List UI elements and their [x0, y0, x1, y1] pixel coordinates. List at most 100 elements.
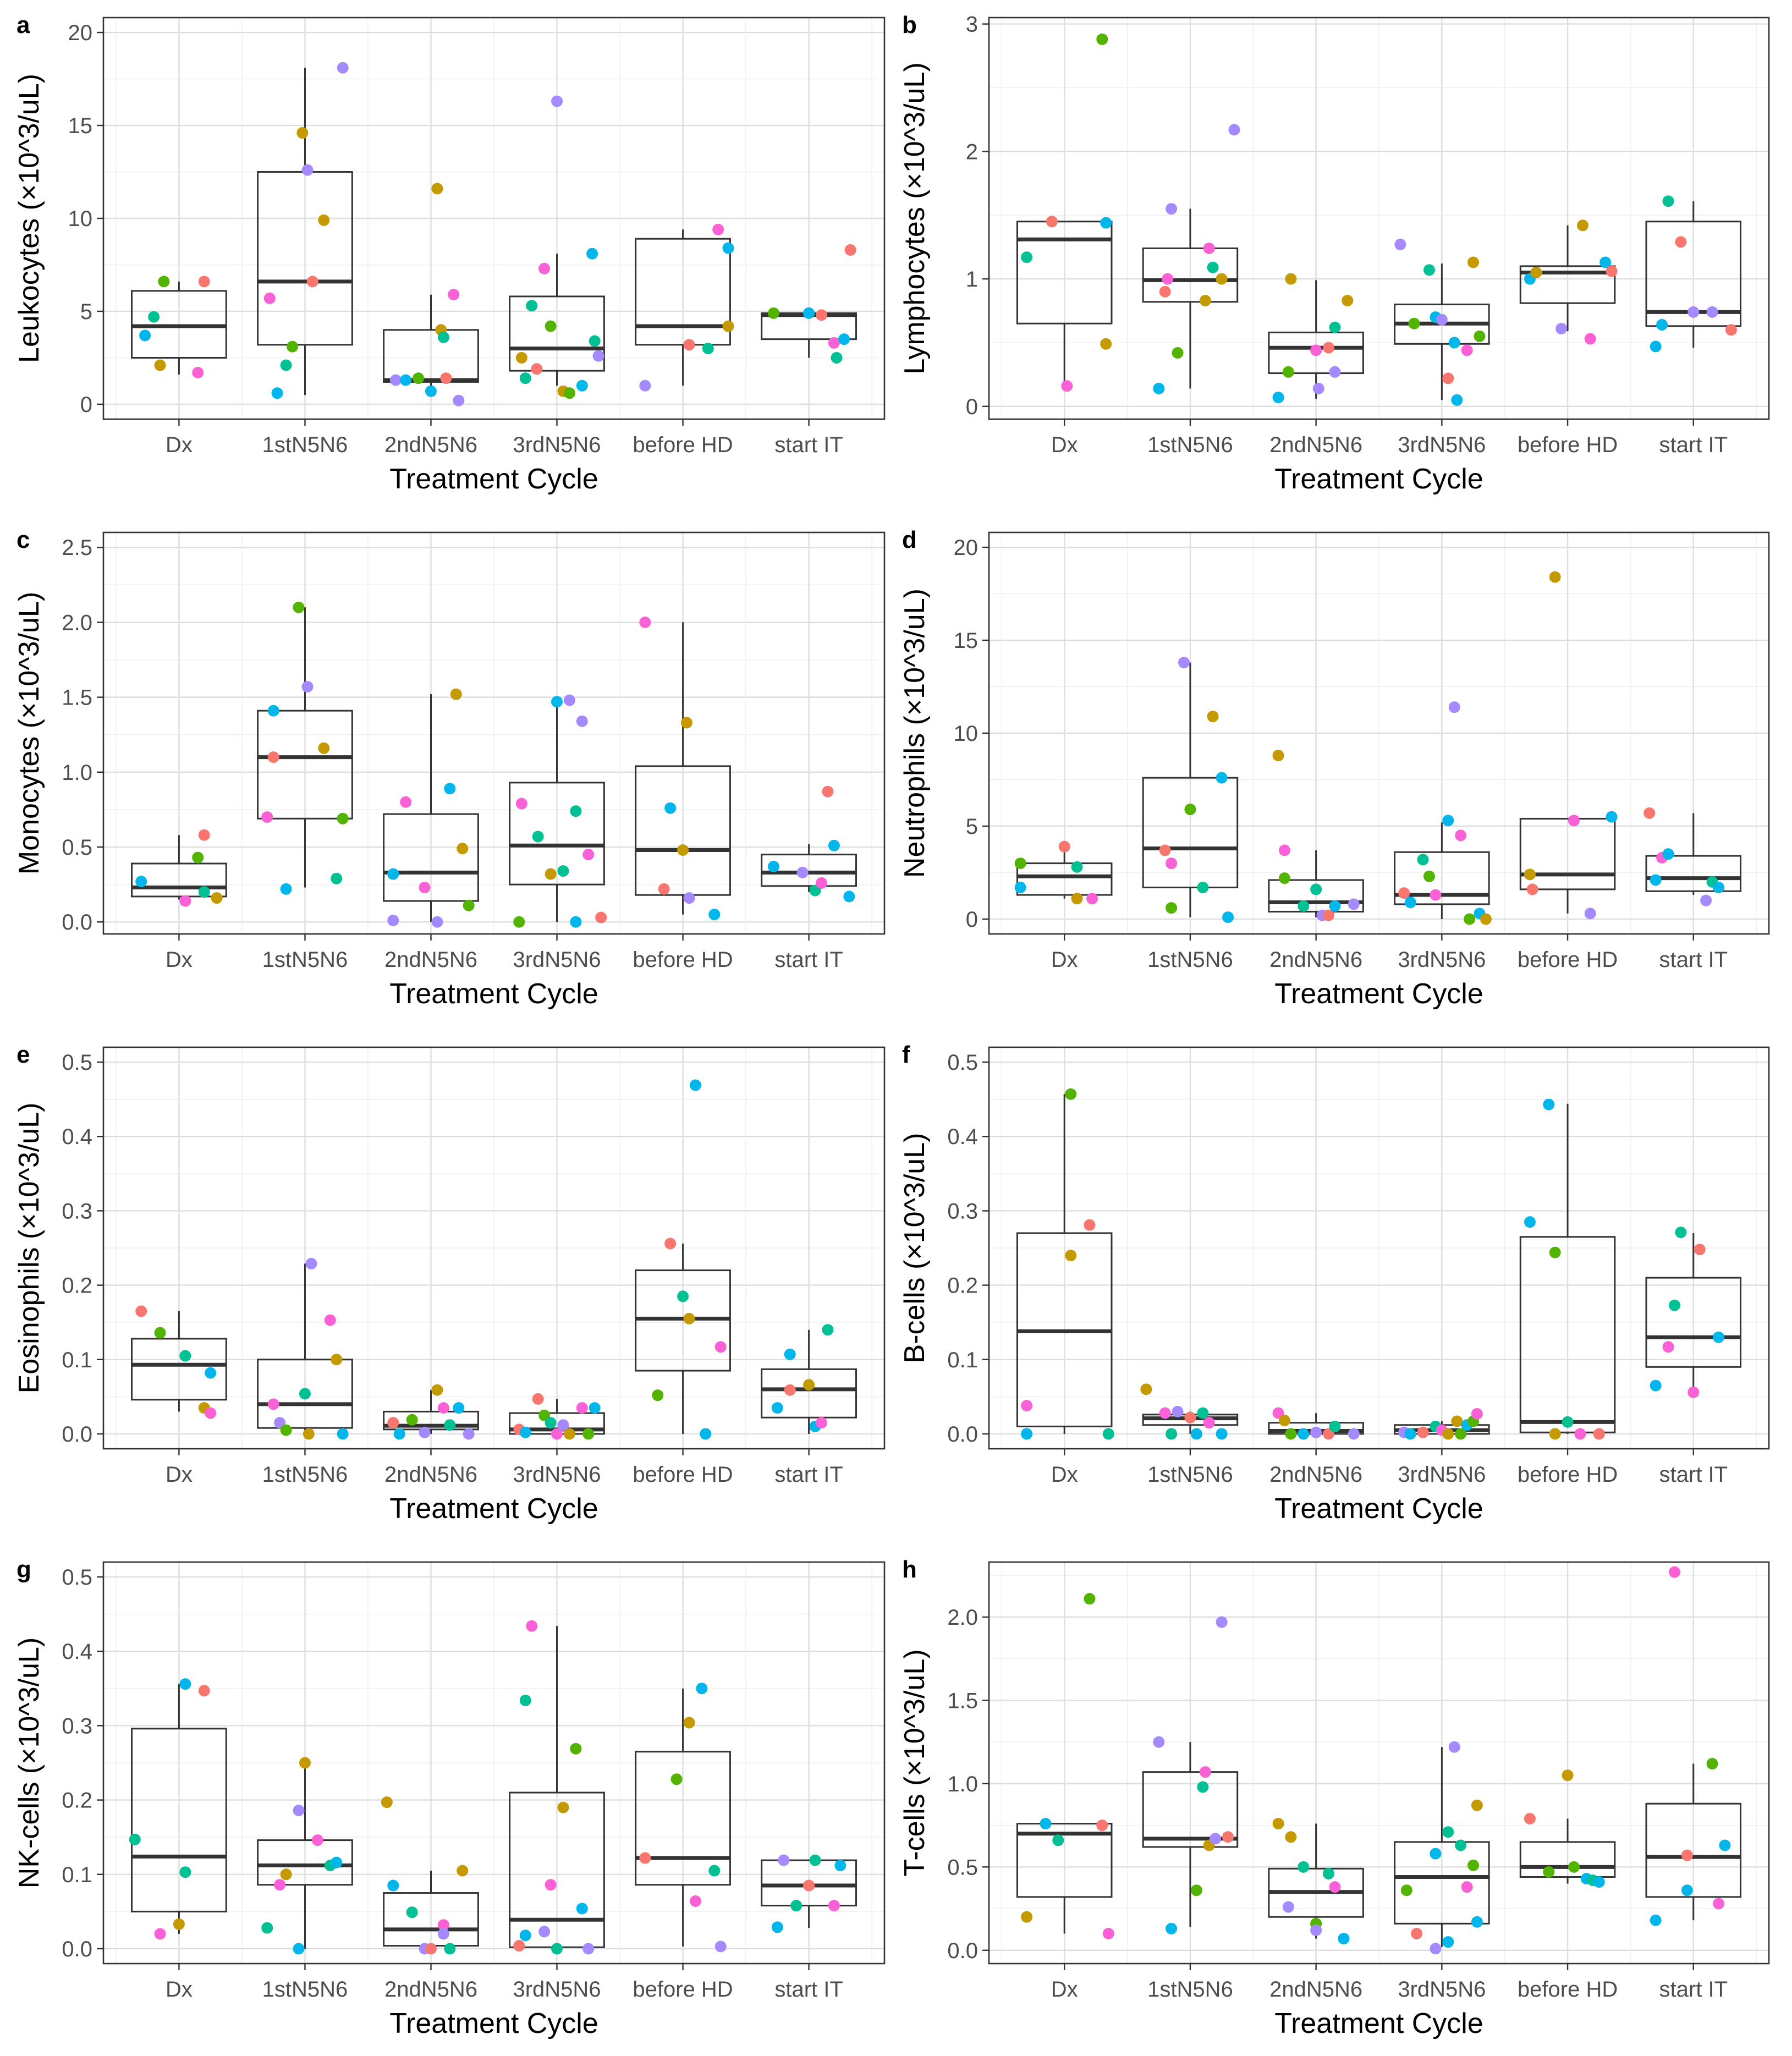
data-point	[722, 242, 734, 254]
data-point	[205, 1407, 217, 1419]
panel-d: 0 5 10 15 20 Dx 1stN5N6 2ndN5N6 3rdN5N6 before HD…	[899, 526, 1770, 1010]
box-dx	[131, 835, 227, 900]
data-point	[1606, 265, 1618, 277]
data-point	[1298, 900, 1310, 912]
data-point	[689, 1079, 701, 1091]
x-tick-label: Dx	[166, 1463, 193, 1487]
data-point	[1323, 1867, 1335, 1879]
data-point	[1555, 322, 1568, 334]
y-tick-label: 2.5	[62, 536, 92, 560]
data-point	[1668, 1299, 1680, 1311]
panel-c: 0.0 0.5 1.0 1.5 2.0 2.5 Dx 1stN5N6 2ndN5N6 3rdN5N…	[13, 526, 886, 1010]
data-point	[515, 351, 527, 364]
data-point	[1342, 294, 1354, 306]
data-point	[1467, 1859, 1480, 1871]
data-point	[702, 343, 714, 355]
data-point	[652, 1389, 664, 1401]
data-point	[639, 1852, 651, 1864]
data-point	[179, 1678, 191, 1690]
data-point	[135, 1305, 147, 1317]
y-tick-label: 0.5	[62, 1051, 92, 1075]
data-point	[154, 359, 166, 371]
data-point	[722, 320, 734, 332]
data-point	[1675, 1227, 1687, 1239]
data-point	[437, 331, 449, 343]
data-point	[1203, 1417, 1215, 1429]
data-point	[1408, 317, 1420, 329]
data-point	[387, 1417, 399, 1429]
x-tick-label: 2ndN5N6	[1269, 1977, 1362, 2002]
x-tick-label: Dx	[166, 433, 193, 457]
data-point	[1643, 807, 1656, 819]
data-point	[431, 1384, 443, 1396]
data-point	[337, 62, 349, 74]
y-tick-label: 5	[966, 815, 978, 839]
y-tick-label: 3	[966, 13, 978, 37]
data-point	[714, 1341, 727, 1353]
box-start-it	[761, 844, 857, 892]
data-point	[551, 95, 563, 107]
data-point	[1329, 1881, 1341, 1893]
data-point	[1184, 804, 1196, 816]
data-point	[526, 1620, 538, 1632]
data-point	[1430, 1943, 1442, 1955]
data-point	[1323, 909, 1335, 921]
x-tick-label: before HD	[633, 1977, 733, 2002]
panel-b: 0 1 2 3 Dx 1stN5N6 2ndN5N6 3rdN5N6 before HD star…	[899, 12, 1770, 495]
data-point	[280, 359, 292, 371]
data-point	[1430, 889, 1442, 901]
x-tick-label: 1stN5N6	[262, 948, 348, 972]
box-iqr	[635, 1751, 731, 1886]
data-point	[179, 895, 191, 907]
x-tick-label: start IT	[774, 1463, 843, 1487]
box-iqr	[761, 1859, 857, 1907]
data-point	[1096, 1819, 1108, 1832]
box-iqr	[1142, 247, 1239, 303]
data-point	[437, 1928, 449, 1940]
data-point	[557, 1801, 569, 1813]
y-axis-title: B-cells (×10^3/uL)	[899, 1133, 931, 1364]
data-point	[589, 335, 601, 347]
data-point	[683, 1717, 695, 1729]
data-point	[700, 1428, 712, 1440]
y-axis-title: Neutrophils (×10^3/uL)	[899, 589, 931, 878]
x-axis-title: Treatment Cycle	[1274, 978, 1483, 1010]
data-point	[1096, 33, 1108, 45]
y-tick-label: 2	[966, 140, 978, 164]
data-point	[592, 350, 604, 362]
x-tick-label: Dx	[1051, 948, 1078, 972]
data-point	[1298, 1861, 1310, 1873]
data-point	[431, 916, 443, 928]
data-point	[803, 1379, 815, 1391]
data-point	[1329, 366, 1341, 378]
panel-letter: h	[902, 1556, 917, 1583]
data-point	[557, 1419, 569, 1431]
data-point	[1442, 1936, 1454, 1948]
data-point	[1549, 1428, 1561, 1440]
data-point	[1524, 868, 1536, 881]
data-point	[712, 223, 724, 235]
data-point	[271, 387, 283, 399]
data-point	[1584, 908, 1596, 920]
data-point	[444, 1419, 456, 1431]
data-point	[1278, 844, 1290, 856]
data-point	[576, 1903, 588, 1915]
data-point	[664, 1238, 677, 1250]
data-point	[1461, 344, 1473, 356]
y-tick-label: 0.0	[62, 1422, 92, 1447]
data-point	[198, 886, 210, 898]
data-point	[1102, 1428, 1114, 1440]
box-iqr	[761, 1368, 857, 1419]
box-3rdn5n6	[1394, 822, 1490, 919]
data-point	[677, 1290, 689, 1302]
data-point	[139, 329, 151, 342]
data-point	[1675, 236, 1687, 248]
data-point	[639, 616, 651, 628]
data-point	[545, 320, 557, 332]
data-point	[1197, 1407, 1209, 1419]
box-iqr	[1645, 1802, 1742, 1898]
data-point	[551, 1428, 563, 1440]
x-tick-label: before HD	[633, 948, 733, 972]
x-tick-label: 1stN5N6	[262, 1463, 348, 1487]
